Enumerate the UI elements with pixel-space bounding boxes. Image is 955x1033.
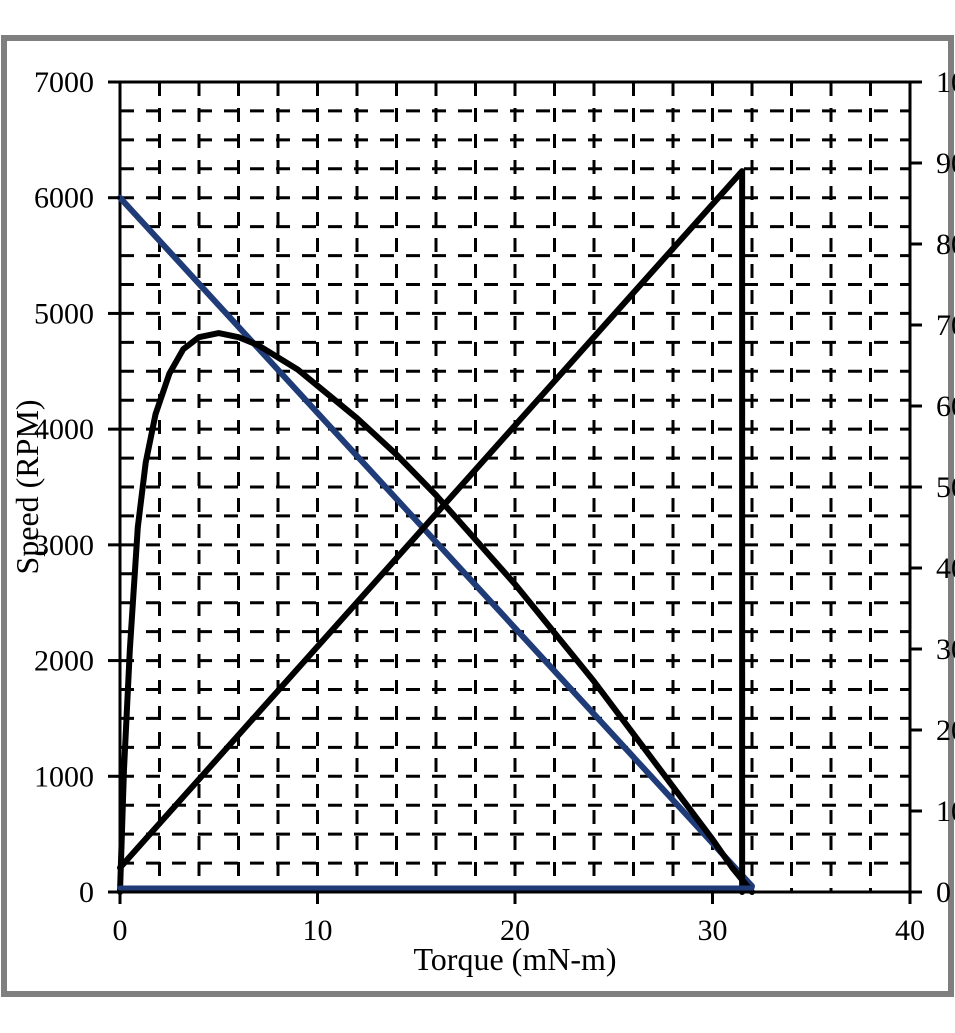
yleft-tick-6000: 6000 — [34, 182, 94, 215]
yright-tick-60: 60 — [936, 390, 955, 423]
y-right-axis-label: EFF(%) — [951, 435, 955, 538]
yright-tick-70: 70 — [936, 309, 955, 342]
yleft-tick-1000: 1000 — [34, 760, 94, 793]
motor-curve-chart: 010203040Torque (mN-m)010002000300040005… — [0, 0, 955, 1033]
yright-tick-30: 30 — [936, 633, 955, 666]
yright-tick-100: 100 — [936, 66, 955, 99]
yleft-tick-0: 0 — [79, 876, 94, 909]
yright-tick-40: 40 — [936, 552, 955, 585]
yright-tick-0: 0 — [936, 876, 951, 909]
yleft-tick-7000: 7000 — [34, 66, 94, 99]
yright-tick-90: 90 — [936, 147, 955, 180]
x-tick-40: 40 — [895, 914, 925, 947]
y-left-axis-label: Speed (RPM) — [9, 399, 45, 574]
x-tick-30: 30 — [698, 914, 728, 947]
x-axis-label: Torque (mN-m) — [413, 941, 616, 977]
yleft-tick-2000: 2000 — [34, 645, 94, 678]
yleft-tick-5000: 5000 — [34, 297, 94, 330]
yright-tick-10: 10 — [936, 795, 955, 828]
x-tick-10: 10 — [303, 914, 333, 947]
x-tick-0: 0 — [113, 914, 128, 947]
yright-tick-20: 20 — [936, 714, 955, 747]
chart-stage: 010203040Torque (mN-m)010002000300040005… — [0, 0, 955, 1033]
yright-tick-80: 80 — [936, 228, 955, 261]
